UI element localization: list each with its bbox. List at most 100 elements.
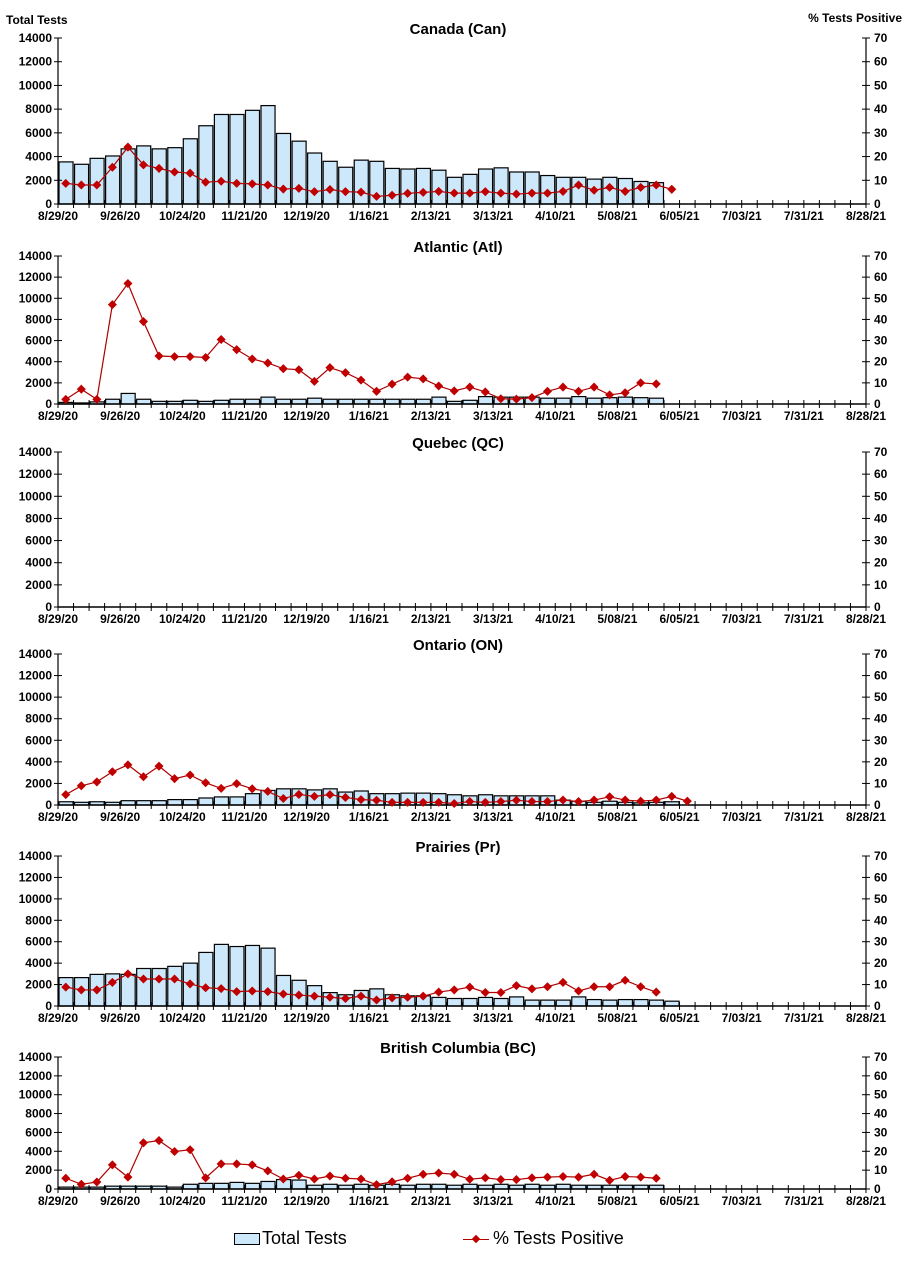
bar <box>586 397 602 405</box>
y-tick-label: 2000 <box>25 1163 52 1177</box>
bar <box>291 140 307 205</box>
data-point <box>558 382 568 392</box>
x-tick-label: 6/05/21 <box>660 209 700 223</box>
y2-tick-label: 10 <box>874 978 888 992</box>
x-tick-label: 5/08/21 <box>597 1194 637 1208</box>
bar <box>167 965 183 1007</box>
bar <box>586 998 602 1007</box>
data-point <box>107 767 117 777</box>
y2-tick-label: 0 <box>874 999 881 1013</box>
bar <box>291 1179 307 1190</box>
x-tick-label: 7/31/21 <box>784 612 824 626</box>
data-point <box>527 1173 537 1183</box>
chart-title: Atlantic (Atl) <box>413 239 502 256</box>
data-point <box>387 797 397 807</box>
bar <box>462 997 478 1007</box>
bar <box>213 113 230 205</box>
x-tick-label: 3/13/21 <box>473 810 513 824</box>
data-point <box>340 993 350 1004</box>
data-point <box>170 352 180 362</box>
data-point <box>651 987 661 997</box>
y2-tick-label: 20 <box>874 755 888 769</box>
y2-tick-label: 50 <box>874 690 888 704</box>
y2-tick-label: 40 <box>874 511 888 525</box>
data-point <box>325 185 335 195</box>
x-tick-label: 5/08/21 <box>597 409 637 423</box>
data-point <box>651 795 661 805</box>
y2-tick-label: 40 <box>874 1107 888 1121</box>
data-point <box>667 791 677 801</box>
data-point <box>294 1170 304 1180</box>
y-tick-label: 10000 <box>19 1088 53 1102</box>
data-point <box>92 180 102 190</box>
bar <box>648 999 665 1007</box>
data-point <box>76 384 86 394</box>
y-tick-label: 8000 <box>25 511 52 525</box>
x-tick-label: 8/28/21 <box>846 810 886 824</box>
data-point <box>620 388 630 398</box>
data-point <box>309 991 319 1001</box>
data-point <box>496 987 506 998</box>
x-tick-label: 9/26/20 <box>100 1194 140 1208</box>
chart-title: Prairies (Pr) <box>415 839 500 856</box>
x-tick-label: 12/19/20 <box>283 612 330 626</box>
data-point <box>465 382 475 392</box>
bar <box>229 796 245 806</box>
bar <box>477 396 494 405</box>
x-tick-label: 7/31/21 <box>784 409 824 423</box>
bar <box>617 396 634 405</box>
chart-title: Ontario (ON) <box>413 637 503 654</box>
data-point <box>542 1172 552 1182</box>
data-point <box>61 1173 71 1183</box>
data-point <box>636 796 646 806</box>
x-tick-label: 8/28/21 <box>846 1011 886 1025</box>
data-point <box>589 982 599 992</box>
data-point <box>107 300 117 310</box>
x-tick-label: 6/05/21 <box>660 1011 700 1025</box>
x-tick-label: 9/26/20 <box>100 209 140 223</box>
x-tick-label: 6/05/21 <box>660 612 700 626</box>
x-tick-label: 8/29/20 <box>38 409 78 423</box>
x-tick-label: 4/10/21 <box>535 409 575 423</box>
data-point <box>449 1169 459 1179</box>
y2-tick-label: 30 <box>874 534 888 548</box>
x-tick-label: 11/21/20 <box>221 209 267 223</box>
y-tick-label: 8000 <box>25 102 52 116</box>
data-point <box>185 770 195 780</box>
y2-tick-label: 30 <box>874 935 888 949</box>
bar <box>136 967 152 1007</box>
x-tick-label: 6/05/21 <box>660 1194 700 1208</box>
data-point <box>356 375 366 385</box>
data-point <box>387 379 397 389</box>
y-tick-label: 4000 <box>25 956 52 970</box>
x-tick-label: 9/26/20 <box>100 1011 140 1025</box>
data-point <box>667 184 677 194</box>
data-point <box>138 160 148 170</box>
y2-tick-label: 10 <box>874 776 888 790</box>
data-point <box>247 1160 257 1170</box>
data-point <box>356 795 366 805</box>
x-tick-label: 8/28/21 <box>846 612 886 626</box>
data-point <box>216 176 226 186</box>
bar <box>260 947 276 1007</box>
x-tick-label: 1/16/21 <box>349 1194 389 1208</box>
y-tick-label: 2000 <box>25 376 52 390</box>
y2-tick-label: 70 <box>874 1050 888 1064</box>
data-point <box>123 278 133 289</box>
x-tick-label: 8/28/21 <box>846 209 886 223</box>
y2-tick-label: 40 <box>874 913 888 927</box>
data-point <box>496 797 506 807</box>
data-point <box>278 184 288 194</box>
x-tick-label: 2/13/21 <box>411 1194 451 1208</box>
x-tick-label: 11/21/20 <box>221 810 267 824</box>
y-tick-label: 0 <box>45 397 52 411</box>
bar <box>555 397 571 405</box>
y-tick-label: 14000 <box>19 849 53 863</box>
y2-tick-label: 0 <box>874 397 881 411</box>
data-point <box>465 1174 475 1184</box>
x-tick-label: 12/19/20 <box>283 209 330 223</box>
data-point <box>574 386 584 396</box>
bar <box>353 159 369 205</box>
x-tick-label: 11/21/20 <box>221 612 267 626</box>
y2-tick-label: 60 <box>874 1069 888 1083</box>
